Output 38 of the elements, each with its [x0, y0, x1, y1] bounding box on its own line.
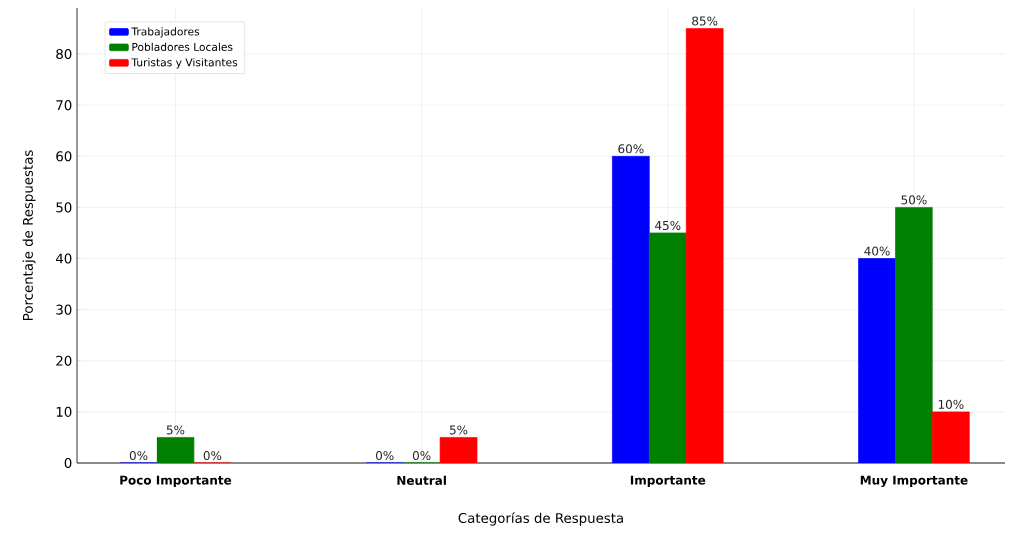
- data-label: 5%: [166, 425, 185, 435]
- bar: [685, 28, 724, 463]
- bar: [932, 411, 970, 463]
- x-tick-label: Neutral: [397, 475, 446, 485]
- data-label: 0%: [129, 450, 148, 461]
- data-label: 45%: [655, 220, 681, 231]
- bar: [439, 437, 478, 463]
- legend-label: Trabajadores: [131, 27, 200, 38]
- y-tick-label: 30: [56, 304, 72, 315]
- y-tick-label: 60: [56, 151, 72, 162]
- y-tick-label: 10: [56, 406, 72, 417]
- legend-label: Turistas y Visitantes: [131, 58, 238, 69]
- data-label: 0%: [412, 450, 431, 461]
- y-axis-title: Porcentaje de Respuestas: [22, 150, 36, 320]
- x-tick-label: Poco Importante: [120, 475, 232, 487]
- x-axis-title: Categorías de Respuesta: [458, 512, 623, 526]
- bar: [612, 155, 650, 463]
- data-label: 0%: [203, 450, 222, 461]
- y-tick-label: 20: [56, 355, 72, 366]
- data-label: 50%: [901, 195, 927, 205]
- data-label: 60%: [618, 144, 644, 154]
- y-tick-label: 70: [56, 100, 72, 111]
- y-tick-label: 0: [64, 457, 72, 469]
- y-tick-label: 80: [56, 48, 72, 60]
- bar: [858, 258, 896, 463]
- data-label: 0%: [375, 450, 394, 461]
- data-label: 5%: [449, 425, 468, 435]
- x-tick-label: Importante: [630, 475, 706, 487]
- y-tick-label: 50: [56, 202, 72, 213]
- bar: [648, 232, 687, 463]
- y-tick-label: 40: [55, 253, 72, 264]
- bar: [895, 207, 933, 463]
- legend-label: Pobladores Locales: [132, 42, 233, 51]
- x-tick-label: Muy Importante: [860, 475, 968, 488]
- data-label: 10%: [938, 399, 964, 409]
- data-label: 85%: [692, 16, 718, 26]
- bar: [156, 437, 195, 463]
- data-label: 40%: [864, 246, 890, 256]
